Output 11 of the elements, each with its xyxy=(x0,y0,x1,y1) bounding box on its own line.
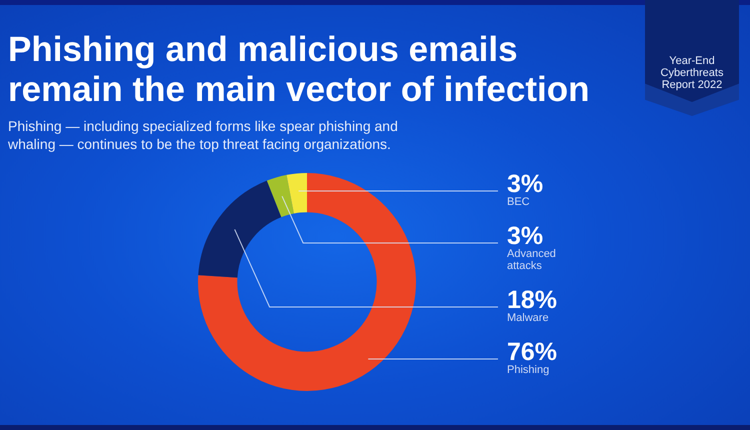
slice-label: BEC xyxy=(507,196,530,208)
chart-title: Phishing and malicious emails remain the main vector of infection xyxy=(8,30,590,110)
slice-label: Malware xyxy=(507,312,549,324)
data-label: 76% xyxy=(507,338,558,366)
slice-label: Advanced attacks xyxy=(507,248,556,272)
data-label: 3% xyxy=(507,170,544,198)
slice-label: Phishing xyxy=(507,364,550,376)
data-label: 3% xyxy=(507,222,544,250)
text: Year-End Cyberthreats Report 2022 xyxy=(660,55,724,91)
chart-subtitle: Phishing — including specialized forms like spear phishing and whaling — continues to be the top threat facing organizations. xyxy=(8,117,399,153)
data-label: 18% xyxy=(507,286,558,314)
